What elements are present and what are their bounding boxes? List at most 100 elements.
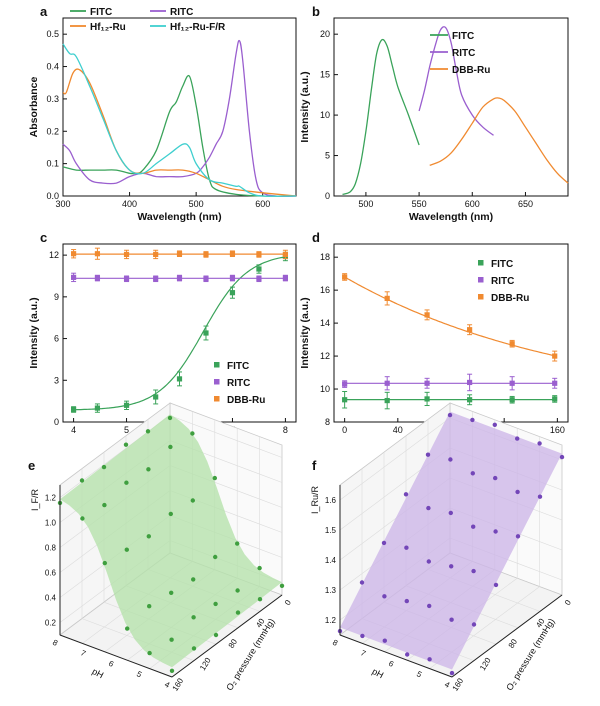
data-point-dbb-ru [256, 251, 262, 258]
data-point-ritc [282, 275, 289, 281]
data-point-3d [213, 632, 219, 638]
x-tick-label-a: 500 [189, 199, 204, 209]
data-point-fitc [509, 397, 515, 403]
panel-label-b: b [312, 4, 320, 19]
data-point-3d [427, 603, 432, 609]
ph-axis-label-e: pH [90, 666, 105, 680]
legend-swatch [478, 260, 484, 266]
y-tick-label-b: 20 [320, 29, 330, 39]
data-point-fitc [384, 397, 390, 404]
data-point-3d [493, 529, 498, 534]
legend-label: Hf₁₂-Ru-F/R [170, 22, 226, 33]
surface-f [340, 411, 562, 670]
data-point-dbb-ru [176, 251, 183, 257]
fit-line-dbb-ru [344, 276, 555, 357]
y-tick-label-d: 8 [325, 417, 330, 427]
y-tick-label-a: 0.2 [46, 126, 59, 136]
y-tick-label-c: 12 [49, 250, 59, 260]
grid-line [339, 417, 451, 501]
data-point-dbb-ru [203, 251, 209, 258]
data-point-fitc [176, 376, 183, 382]
data-point-3d [427, 657, 432, 662]
x-tick-label-d: 40 [393, 425, 403, 435]
ph-tick-label-e: 4 [163, 680, 172, 690]
data-point-ritc [552, 380, 558, 386]
legend-label: RITC [452, 48, 475, 59]
data-point-dbb-ru [384, 295, 390, 301]
data-point-3d [123, 442, 129, 447]
x-axis-label-a: Wavelength (nm) [137, 211, 221, 223]
data-point-3d [448, 510, 453, 516]
data-point-3d [492, 422, 497, 427]
data-point-fitc [153, 394, 159, 400]
data-point-3d [470, 471, 475, 476]
data-point-3d [426, 559, 431, 564]
grid-line [169, 415, 283, 458]
data-point-3d [493, 475, 498, 481]
legend-label: DBB-Ru [227, 395, 265, 406]
legend-label: FITC [491, 259, 513, 270]
z-axis-label-e: I_F/R [30, 489, 40, 512]
data-point-fitc [552, 396, 558, 402]
y-tick-label-b: 5 [325, 151, 330, 161]
x-axis-label-b: Wavelength (nm) [409, 211, 493, 223]
z-axis-label-f: I_Ru/R [310, 485, 320, 514]
ph-axis-label-f: pH [370, 666, 385, 680]
y-tick-label-a: 0.3 [46, 94, 59, 104]
data-point-3d [360, 633, 365, 639]
data-point-3d [190, 431, 195, 436]
chart-e-3d-surface: 0.20.40.60.81.01.28765404080120160I_F/Rp… [30, 402, 293, 693]
legend-label: DBB-Ru [491, 293, 529, 304]
y-tick-label-d: 12 [320, 351, 330, 361]
x-tick-label-c: 8 [283, 425, 288, 435]
x-tick-label-a: 400 [122, 199, 137, 209]
data-point-3d [382, 638, 387, 643]
ph-tick-label-f: 8 [331, 638, 340, 648]
data-point-3d [279, 583, 285, 588]
series-line-fitc [62, 74, 297, 197]
data-point-ritc [384, 380, 390, 386]
data-point-3d [168, 511, 173, 517]
data-point-3d [448, 457, 453, 462]
z-tick-label-f: 1.5 [325, 526, 337, 535]
legend-swatch [478, 294, 484, 300]
x-tick-label-c: 5 [124, 425, 129, 435]
ph-tick-label-f: 5 [415, 669, 424, 679]
y-tick-label-d: 10 [320, 384, 330, 394]
panel-label-f: f [312, 458, 317, 473]
y-tick-label-c: 0 [54, 417, 59, 427]
data-point-ritc [94, 275, 101, 281]
panel-label-d: d [312, 230, 320, 245]
series-line-ritc [418, 26, 494, 136]
data-point-dbb-ru [229, 251, 236, 257]
data-point-fitc [342, 397, 348, 403]
z-tick-label-f: 1.3 [325, 586, 337, 595]
data-point-ritc [176, 275, 183, 281]
plot-frame-b [333, 17, 569, 197]
y-tick-label-b: 10 [320, 110, 330, 120]
panel-label-c: c [40, 230, 47, 245]
y-axis-label-a: Absorbance [28, 77, 40, 138]
data-point-ritc [203, 276, 209, 282]
data-point-3d [102, 502, 107, 508]
data-point-3d [124, 547, 129, 552]
ph-tick-label-f: 7 [359, 648, 368, 658]
chart-a-absorbance: 300 400 500 600 0.0 0.1 0.2 0.3 0.4 0.5 Wavelength… [28, 7, 297, 223]
plot-frame-d [333, 243, 569, 423]
data-point-3d [493, 582, 499, 588]
data-point-3d [145, 429, 151, 434]
legend-label: RITC [170, 7, 193, 18]
legend-label: Hf₁₂-Ru [90, 22, 126, 33]
legend-label: FITC [452, 31, 474, 42]
data-point-dbb-ru [342, 274, 348, 280]
x-tick-label-b: 500 [358, 199, 373, 209]
y-tick-label-a: 0.1 [46, 159, 59, 169]
ph-tick-label-e: 6 [107, 659, 116, 669]
z-tick-label-f: 1.2 [325, 616, 337, 625]
y-axis-label-c: Intensity (a.u.) [28, 297, 40, 368]
data-point-3d [447, 412, 453, 418]
data-point-3d [190, 498, 195, 503]
z-tick-label-e: 1.0 [45, 519, 57, 528]
data-point-3d [80, 516, 85, 521]
